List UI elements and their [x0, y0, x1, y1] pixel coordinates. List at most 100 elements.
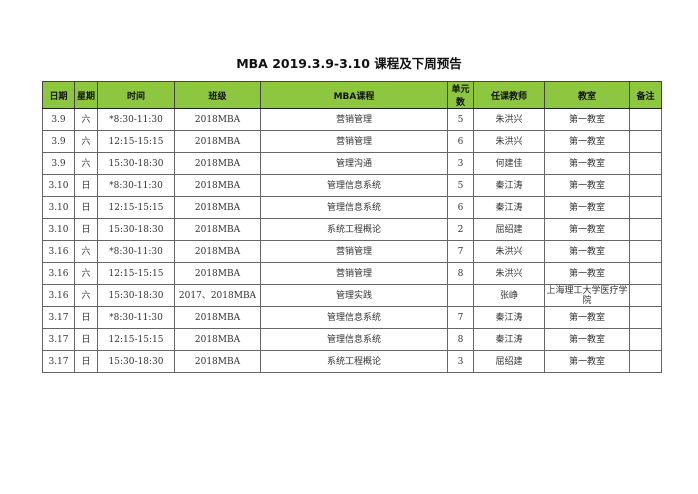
cell-remarks [629, 196, 662, 219]
cell-teacher: 朱洪兴 [473, 108, 545, 131]
cell-weekday: 六 [74, 108, 98, 131]
table-row: 3.17 日 12:15-15:15 2018MBA 管理信息系统 8 秦江涛 第一教室 [42, 328, 662, 351]
cell-weekday: 六 [74, 262, 98, 285]
cell-weekday: 日 [74, 174, 98, 197]
cell-weekday: 日 [74, 218, 98, 241]
cell-course: 管理信息系统 [260, 196, 448, 219]
cell-course: 营销管理 [260, 262, 448, 285]
column-header-remarks: 备注 [629, 81, 662, 109]
cell-classroom: 第一教室 [544, 152, 630, 175]
cell-weekday: 六 [74, 152, 98, 175]
cell-course: 管理信息系统 [260, 174, 448, 197]
column-header-date: 日期 [42, 81, 75, 109]
table-row: 3.9 六 12:15-15:15 2018MBA 营销管理 6 朱洪兴 第一教室 [42, 130, 662, 153]
column-header-classroom: 教室 [544, 81, 630, 109]
cell-class: 2018MBA [174, 328, 261, 351]
cell-course: 管理沟通 [260, 152, 448, 175]
cell-date: 3.10 [42, 196, 75, 219]
cell-course: 系统工程概论 [260, 218, 448, 241]
cell-weekday: 六 [74, 130, 98, 153]
cell-remarks [629, 174, 662, 197]
cell-course: 管理实践 [260, 284, 448, 307]
column-header-weekday: 星期 [74, 81, 98, 109]
cell-weekday: 日 [74, 350, 98, 373]
cell-class: 2018MBA [174, 262, 261, 285]
page-title: MBA 2019.3.9-3.10 课程及下周预告 [236, 56, 462, 71]
cell-course: 管理信息系统 [260, 306, 448, 329]
cell-date: 3.17 [42, 306, 75, 329]
table-row: 3.10 日 15:30-18:30 2018MBA 系统工程概论 2 屈绍建 第一教室 [42, 218, 662, 241]
cell-time: 12:15-15:15 [97, 196, 175, 219]
cell-units: 2 [447, 218, 474, 241]
cell-remarks [629, 108, 662, 131]
cell-classroom: 第一教室 [544, 196, 630, 219]
cell-units [447, 284, 474, 307]
cell-class: 2018MBA [174, 350, 261, 373]
cell-remarks [629, 130, 662, 153]
table-row: 3.10 日 *8:30-11:30 2018MBA 管理信息系统 5 秦江涛 第一教室 [42, 174, 662, 197]
cell-remarks [629, 350, 662, 373]
cell-units: 3 [447, 350, 474, 373]
table-row: 3.17 日 *8:30-11:30 2018MBA 管理信息系统 7 秦江涛 第一教室 [42, 306, 662, 329]
cell-weekday: 六 [74, 240, 98, 263]
table-row: 3.10 日 12:15-15:15 2018MBA 管理信息系统 6 秦江涛 第一教室 [42, 196, 662, 219]
cell-course: 系统工程概论 [260, 350, 448, 373]
cell-units: 8 [447, 262, 474, 285]
table-row: 3.16 六 *8:30-11:30 2018MBA 营销管理 7 朱洪兴 第一教室 [42, 240, 662, 263]
cell-remarks [629, 218, 662, 241]
cell-date: 3.17 [42, 328, 75, 351]
cell-class: 2018MBA [174, 152, 261, 175]
cell-time: 15:30-18:30 [97, 218, 175, 241]
cell-course: 管理信息系统 [260, 328, 448, 351]
cell-units: 3 [447, 152, 474, 175]
cell-time: *8:30-11:30 [97, 240, 175, 263]
cell-time: *8:30-11:30 [97, 174, 175, 197]
cell-time: 15:30-18:30 [97, 152, 175, 175]
cell-units: 5 [447, 174, 474, 197]
table-row: 3.16 六 12:15-15:15 2018MBA 营销管理 8 朱洪兴 第一教室 [42, 262, 662, 285]
cell-teacher: 何建佳 [473, 152, 545, 175]
cell-class: 2017、2018MBA [174, 284, 261, 307]
cell-teacher: 屈绍建 [473, 350, 545, 373]
cell-teacher: 屈绍建 [473, 218, 545, 241]
cell-teacher: 张峥 [473, 284, 545, 307]
cell-class: 2018MBA [174, 218, 261, 241]
table-header-row: 日期 星期 时间 班级 MBA课程 单元数 任课教师 教室 备注 [42, 81, 662, 109]
cell-classroom: 第一教室 [544, 174, 630, 197]
cell-classroom: 第一教室 [544, 218, 630, 241]
cell-remarks [629, 284, 662, 307]
cell-time: 12:15-15:15 [97, 262, 175, 285]
cell-date: 3.17 [42, 350, 75, 373]
cell-course: 营销管理 [260, 130, 448, 153]
cell-remarks [629, 262, 662, 285]
cell-classroom: 第一教室 [544, 108, 630, 131]
cell-teacher: 朱洪兴 [473, 262, 545, 285]
cell-course: 营销管理 [260, 108, 448, 131]
cell-teacher: 秦江涛 [473, 328, 545, 351]
cell-class: 2018MBA [174, 130, 261, 153]
cell-classroom: 第一教室 [544, 350, 630, 373]
column-header-class: 班级 [174, 81, 261, 109]
cell-remarks [629, 306, 662, 329]
cell-date: 3.9 [42, 108, 75, 131]
cell-date: 3.10 [42, 174, 75, 197]
column-header-teacher: 任课教师 [473, 81, 545, 109]
table-row: 3.9 六 15:30-18:30 2018MBA 管理沟通 3 何建佳 第一教室 [42, 152, 662, 175]
cell-class: 2018MBA [174, 108, 261, 131]
cell-units: 6 [447, 130, 474, 153]
cell-date: 3.9 [42, 152, 75, 175]
cell-classroom: 第一教室 [544, 130, 630, 153]
cell-time: 15:30-18:30 [97, 284, 175, 307]
cell-date: 3.16 [42, 284, 75, 307]
cell-units: 5 [447, 108, 474, 131]
cell-course: 营销管理 [260, 240, 448, 263]
cell-units: 7 [447, 306, 474, 329]
column-header-course: MBA课程 [260, 81, 448, 109]
cell-weekday: 六 [74, 284, 98, 307]
cell-teacher: 秦江涛 [473, 174, 545, 197]
table-row: 3.9 六 *8:30-11:30 2018MBA 营销管理 5 朱洪兴 第一教室 [42, 108, 662, 131]
cell-time: *8:30-11:30 [97, 108, 175, 131]
cell-teacher: 秦江涛 [473, 306, 545, 329]
table-row: 3.16 六 15:30-18:30 2017、2018MBA 管理实践 张峥 上海理工大学… [42, 284, 662, 307]
column-header-time: 时间 [97, 81, 175, 109]
